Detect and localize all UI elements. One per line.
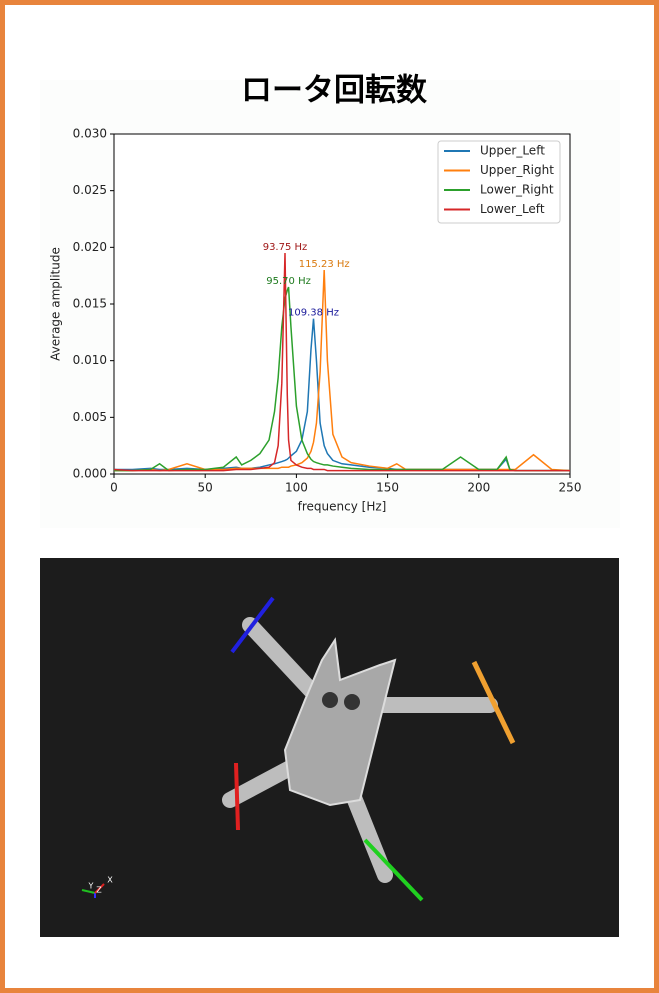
- propeller: [230, 596, 275, 654]
- chart-title: ロータ回転数: [241, 73, 427, 109]
- peak-label: 109.38 Hz: [288, 308, 339, 319]
- legend-box: [437, 140, 561, 224]
- propeller: [234, 762, 240, 831]
- y-tick-label: 0.005: [73, 410, 107, 424]
- series-line: [114, 286, 570, 472]
- peak-label: 115.23 Hz: [299, 259, 350, 270]
- y-axis-label: Average amplitude: [49, 247, 63, 361]
- y-tick-label: 0.000: [73, 467, 107, 481]
- x-tick-label: 50: [198, 481, 213, 495]
- x-tick-label: 100: [285, 481, 308, 495]
- legend-label: Upper_Left: [480, 144, 545, 158]
- y-tick-label: 0.010: [73, 353, 107, 367]
- x-tick-label: 200: [467, 481, 490, 495]
- gizmo-label: Y: [88, 882, 94, 891]
- x-tick-label: 0: [110, 481, 118, 495]
- y-tick-label: 0.025: [73, 183, 107, 197]
- legend-label: Upper_Right: [480, 163, 554, 177]
- propeller: [471, 660, 516, 745]
- gizmo-axis: [81, 889, 96, 894]
- propeller: [363, 838, 424, 902]
- drone-view: Y Z X: [40, 558, 619, 937]
- x-tick-label: 250: [559, 481, 582, 495]
- y-tick-label: 0.015: [73, 297, 107, 311]
- drone-camera: [322, 692, 338, 708]
- gizmo-label: Z: [96, 886, 102, 895]
- x-tick-label: 150: [376, 481, 399, 495]
- gizmo-label: X: [107, 876, 113, 885]
- drone-body: [283, 637, 397, 807]
- drone-camera: [344, 694, 360, 710]
- gizmo-axis: [94, 883, 105, 894]
- x-axis-label: frequency [Hz]: [298, 500, 387, 514]
- legend-label: Lower_Right: [480, 183, 554, 197]
- y-tick-label: 0.020: [73, 240, 107, 254]
- legend-label: Lower_Left: [480, 202, 545, 216]
- series-line: [114, 269, 571, 472]
- peak-label: 95.70 Hz: [266, 276, 311, 287]
- peak-label: 93.75 Hz: [263, 242, 308, 253]
- series-line: [113, 252, 570, 472]
- y-tick-label: 0.030: [73, 127, 107, 141]
